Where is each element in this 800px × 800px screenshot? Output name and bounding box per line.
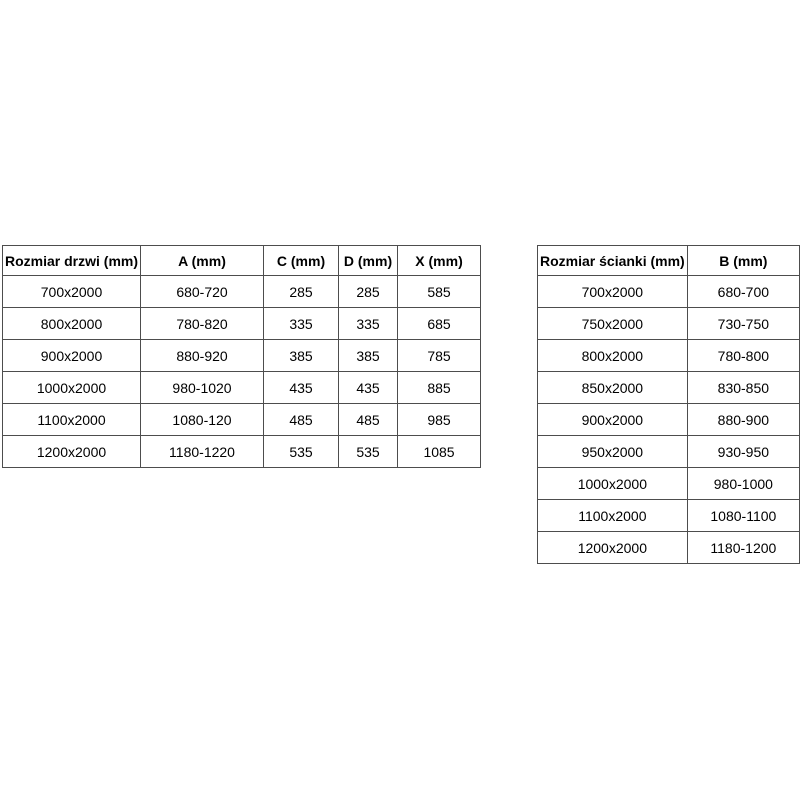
table-cell: 830-850 <box>686 371 800 404</box>
table-row: 950x2000 930-950 <box>537 435 800 468</box>
table-cell: 385 <box>263 339 340 372</box>
column-header: C (mm) <box>263 245 340 276</box>
table-cell: 1200x2000 <box>1 435 142 468</box>
table-row: 1000x2000 980-1000 <box>537 467 800 500</box>
table-row: 1200x2000 1180-1220 535 535 1085 <box>1 435 482 468</box>
table-cell: 750x2000 <box>537 307 688 340</box>
table-row: 800x2000 780-800 <box>537 339 800 372</box>
table-cell: 285 <box>338 275 399 308</box>
table-cell: 900x2000 <box>1 339 142 372</box>
table-row: 1000x2000 980-1020 435 435 885 <box>1 371 482 404</box>
column-header: Rozmiar ścianki (mm) <box>537 245 688 276</box>
door-size-table: Rozmiar drzwi (mm) A (mm) C (mm) D (mm) X (m… <box>1 245 482 468</box>
table-row: 700x2000 680-700 <box>537 275 800 308</box>
table-cell: 1080-120 <box>140 403 265 436</box>
table-row: 900x2000 880-920 385 385 785 <box>1 339 482 372</box>
column-header: Rozmiar drzwi (mm) <box>1 245 142 276</box>
table-cell: 900x2000 <box>537 403 688 436</box>
table-cell: 980-1000 <box>686 467 800 500</box>
table-cell: 885 <box>397 371 482 404</box>
table-cell: 1100x2000 <box>1 403 142 436</box>
table-cell: 485 <box>263 403 340 436</box>
door-size-table-container: Rozmiar drzwi (mm) A (mm) C (mm) D (mm) X (m… <box>1 245 482 468</box>
table-cell: 800x2000 <box>1 307 142 340</box>
table-cell: 1085 <box>397 435 482 468</box>
table-cell: 1180-1220 <box>140 435 265 468</box>
table-cell: 1100x2000 <box>537 499 688 532</box>
table-cell: 685 <box>397 307 482 340</box>
table-cell: 980-1020 <box>140 371 265 404</box>
table-cell: 385 <box>338 339 399 372</box>
table-row: 1200x2000 1180-1200 <box>537 531 800 564</box>
table-row: 850x2000 830-850 <box>537 371 800 404</box>
table-cell: 780-800 <box>686 339 800 372</box>
table-cell: 785 <box>397 339 482 372</box>
table-cell: 880-920 <box>140 339 265 372</box>
table-cell: 930-950 <box>686 435 800 468</box>
table-cell: 680-720 <box>140 275 265 308</box>
table-cell: 850x2000 <box>537 371 688 404</box>
table-cell: 985 <box>397 403 482 436</box>
column-header: X (mm) <box>397 245 482 276</box>
table-cell: 680-700 <box>686 275 800 308</box>
wall-size-table-container: Rozmiar ścianki (mm) B (mm) 700x2000 680-70… <box>537 245 800 564</box>
table-cell: 535 <box>263 435 340 468</box>
table-cell: 1180-1200 <box>686 531 800 564</box>
header-row: Rozmiar drzwi (mm) A (mm) C (mm) D (mm) X (m… <box>1 245 482 276</box>
table-row: 1100x2000 1080-120 485 485 985 <box>1 403 482 436</box>
column-header: A (mm) <box>140 245 265 276</box>
column-header: B (mm) <box>686 245 800 276</box>
table-row: 700x2000 680-720 285 285 585 <box>1 275 482 308</box>
table-cell: 1080-1100 <box>686 499 800 532</box>
table-cell: 435 <box>263 371 340 404</box>
table-cell: 1200x2000 <box>537 531 688 564</box>
table-cell: 780-820 <box>140 307 265 340</box>
table-cell: 1000x2000 <box>537 467 688 500</box>
table-cell: 335 <box>338 307 399 340</box>
table-cell: 730-750 <box>686 307 800 340</box>
wall-size-table: Rozmiar ścianki (mm) B (mm) 700x2000 680-70… <box>537 245 800 564</box>
table-cell: 335 <box>263 307 340 340</box>
column-header: D (mm) <box>338 245 399 276</box>
table-cell: 535 <box>338 435 399 468</box>
table-row: 900x2000 880-900 <box>537 403 800 436</box>
table-cell: 285 <box>263 275 340 308</box>
table-row: 800x2000 780-820 335 335 685 <box>1 307 482 340</box>
table-cell: 950x2000 <box>537 435 688 468</box>
table-cell: 1000x2000 <box>1 371 142 404</box>
table-row: 750x2000 730-750 <box>537 307 800 340</box>
table-cell: 700x2000 <box>1 275 142 308</box>
table-cell: 880-900 <box>686 403 800 436</box>
table-cell: 485 <box>338 403 399 436</box>
table-cell: 435 <box>338 371 399 404</box>
table-cell: 700x2000 <box>537 275 688 308</box>
table-cell: 800x2000 <box>537 339 688 372</box>
table-row: 1100x2000 1080-1100 <box>537 499 800 532</box>
table-cell: 585 <box>397 275 482 308</box>
header-row: Rozmiar ścianki (mm) B (mm) <box>537 245 800 276</box>
